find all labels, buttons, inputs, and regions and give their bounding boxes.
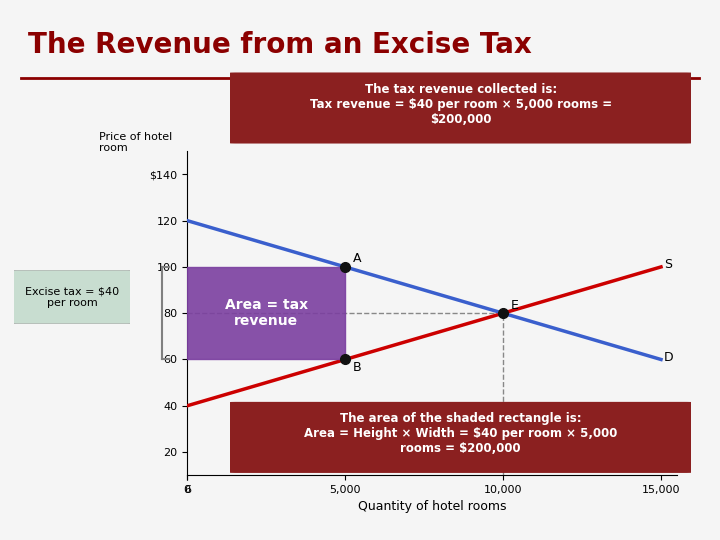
X-axis label: Quantity of hotel rooms: Quantity of hotel rooms bbox=[358, 501, 506, 514]
Text: Area = tax
revenue: Area = tax revenue bbox=[225, 298, 307, 328]
Text: Price of hotel
room: Price of hotel room bbox=[99, 132, 172, 153]
Text: A: A bbox=[353, 252, 361, 265]
Text: B: B bbox=[353, 361, 361, 374]
Text: S: S bbox=[664, 258, 672, 271]
Text: The area of the shaded rectangle is:
Area = Height × Width = $40 per room × 5,00: The area of the shaded rectangle is: Are… bbox=[304, 412, 618, 455]
Text: D: D bbox=[664, 350, 674, 363]
Text: E: E bbox=[511, 299, 519, 312]
FancyBboxPatch shape bbox=[11, 270, 133, 324]
FancyBboxPatch shape bbox=[226, 402, 696, 473]
Text: The Revenue from an Excise Tax: The Revenue from an Excise Tax bbox=[28, 31, 532, 59]
Bar bbox=[187, 267, 345, 360]
Text: Excise tax = $40
per room: Excise tax = $40 per room bbox=[25, 286, 119, 308]
FancyBboxPatch shape bbox=[226, 72, 696, 144]
Text: The tax revenue collected is:
Tax revenue = $40 per room × 5,000 rooms =
$200,00: The tax revenue collected is: Tax revenu… bbox=[310, 83, 612, 126]
